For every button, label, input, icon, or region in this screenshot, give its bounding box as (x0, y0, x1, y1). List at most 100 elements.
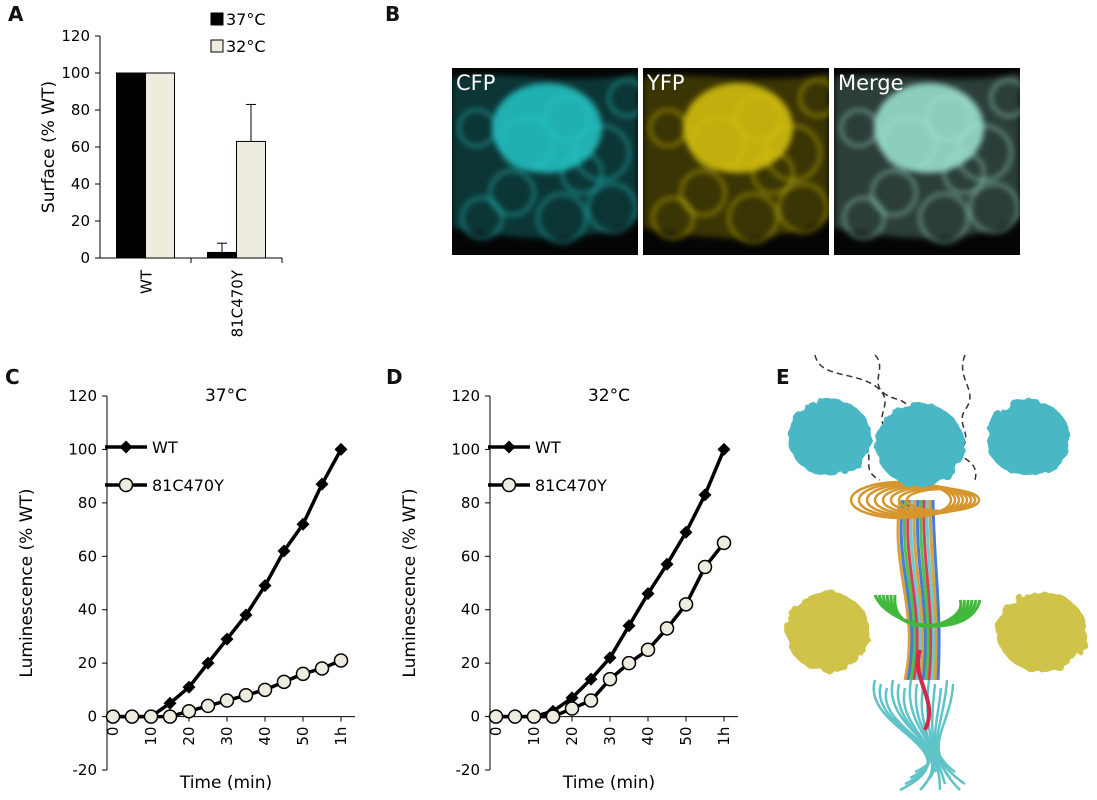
point-wt (679, 525, 693, 539)
legend-label: WT (535, 438, 561, 457)
surface-bar-chart: 0 20 40 60 80 100 120 WT 81C470Y Surface (% WT) 37… (39, 10, 283, 337)
x-tick-label: 30 (218, 727, 236, 746)
point-81c470y (659, 621, 675, 636)
micrograph-label: CFP (456, 71, 495, 95)
x-tick-label: 30 (601, 727, 619, 746)
point-wt (258, 579, 272, 593)
x-category-label: 81C470Y (229, 269, 247, 337)
point-wt (603, 651, 617, 665)
cell-outline (457, 108, 497, 148)
point-wt (220, 632, 234, 646)
point-wt (182, 680, 196, 694)
y-tick-label: 100 (68, 440, 97, 458)
cell-outline (918, 192, 970, 244)
ribbon-cyan (908, 679, 937, 779)
ribbon-cyan (872, 679, 929, 792)
x-tick-label: 50 (294, 727, 312, 746)
bar-32c-1 (236, 140, 266, 259)
point-81c470y (583, 693, 599, 708)
surface-domain-top (788, 400, 872, 476)
micrograph-yfp: YFP (643, 68, 829, 255)
ribbon-green (893, 594, 963, 628)
y-tick-label: 120 (61, 27, 90, 45)
point-wt (584, 672, 598, 686)
point-wt (163, 696, 177, 710)
point-81c470y (333, 653, 349, 668)
legend-label: WT (152, 438, 178, 457)
y-tick-label: 40 (71, 175, 90, 193)
legend-marker (118, 477, 134, 493)
cell-outline (499, 115, 555, 171)
point-81c470y (507, 709, 523, 724)
micrograph-label: Merge (838, 71, 904, 95)
point-81c470y (181, 703, 197, 719)
point-81c470y (564, 701, 580, 716)
y-tick-label: 60 (78, 547, 97, 565)
x-tick-label: 0 (104, 727, 122, 737)
helix-strand (899, 499, 914, 681)
ribbon-loop (905, 487, 981, 513)
point-81c470y (526, 709, 542, 724)
y-tick-label: 20 (461, 654, 480, 672)
ribbon-cyan (935, 679, 961, 791)
point-81c470y (314, 661, 330, 676)
x-tick-label: 0 (487, 727, 505, 737)
x-tick-label: 10 (142, 727, 160, 746)
x-tick-label: 10 (525, 727, 543, 746)
point-81c470y (678, 597, 694, 612)
point-wt (698, 488, 712, 502)
y-axis-label: Luminescence (% WT) (17, 488, 37, 677)
x-axis-label: Time (min) (562, 773, 655, 793)
cell-outline (942, 151, 986, 195)
panel-letter-d: D (386, 365, 403, 389)
x-category-label: WT (138, 269, 156, 294)
y-tick-label: 0 (80, 249, 90, 267)
point-81c470y (716, 535, 732, 551)
cell-outline (536, 192, 588, 244)
y-tick-label: -20 (73, 761, 98, 779)
chart-title: 32°C (588, 386, 630, 406)
cell-outline (586, 182, 638, 234)
bar-32c-0 (145, 72, 175, 259)
helix-strand (922, 499, 933, 681)
point-81c470y (640, 642, 656, 658)
micrograph-merge: Merge (834, 68, 1020, 255)
surface-domain-top (876, 403, 964, 487)
x-tick-label: 40 (639, 727, 657, 746)
panel-letter-a: A (8, 2, 24, 26)
cell-outline (679, 169, 727, 217)
cell-outline (607, 78, 638, 118)
point-81c470y (105, 709, 121, 724)
y-tick-label: 20 (71, 212, 90, 230)
y-tick-label: 40 (461, 601, 480, 619)
point-81c470y (219, 693, 235, 708)
bar-37c-0 (116, 72, 146, 259)
cell-outline (690, 115, 746, 171)
x-tick-label: 20 (180, 727, 198, 746)
point-81c470y (602, 671, 618, 687)
cell-outline (560, 151, 604, 195)
y-tick-label: 100 (61, 64, 90, 82)
cell-outline (925, 94, 973, 142)
point-81c470y (276, 674, 292, 690)
x-tick-label: 40 (256, 727, 274, 746)
panel-letter-e: E (776, 365, 790, 389)
point-81c470y (257, 682, 273, 698)
helix-strand (925, 499, 936, 681)
ribbon-cyan (884, 687, 931, 780)
ribbon-cyan (878, 683, 931, 786)
y-tick-label: 80 (461, 494, 480, 512)
y-tick-label: 120 (68, 387, 97, 405)
micrograph-label: YFP (646, 71, 685, 95)
y-tick-label: -20 (456, 761, 481, 779)
surface-domain-side (786, 592, 870, 672)
cell-outline (870, 169, 918, 217)
cell-outline (488, 169, 536, 217)
cell-outline (460, 196, 504, 240)
helix-strand (931, 499, 941, 681)
point-wt (565, 691, 579, 705)
helix-strand (915, 499, 928, 681)
y-axis-label: Surface (% WT) (39, 81, 59, 213)
point-wt (239, 608, 253, 622)
point-81c470y (295, 666, 311, 682)
